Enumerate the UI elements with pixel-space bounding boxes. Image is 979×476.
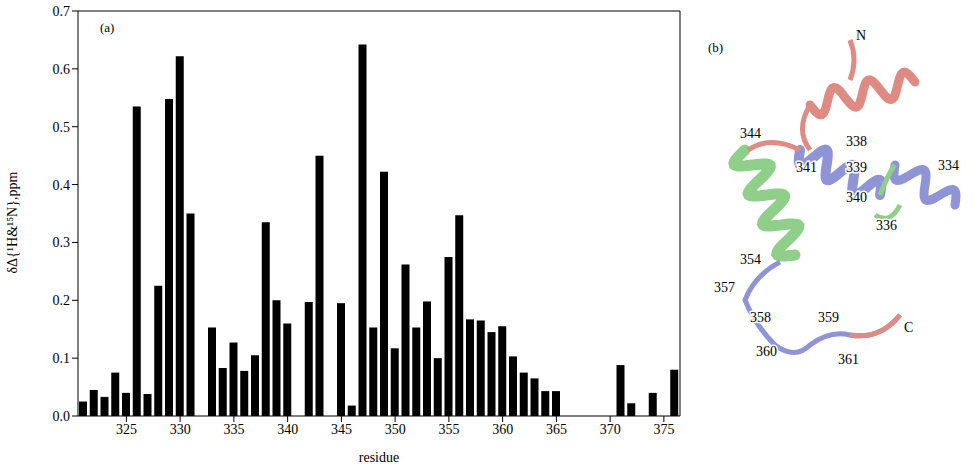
svg-text:365: 365 (546, 422, 567, 437)
svg-text:361: 361 (838, 352, 859, 367)
svg-text:0.5: 0.5 (53, 120, 71, 135)
svg-text:357: 357 (714, 280, 735, 295)
svg-text:0.1: 0.1 (53, 351, 71, 366)
html-text:(a): (a) (100, 20, 115, 35)
svg-text:358: 358 (750, 310, 771, 325)
svg-text:0.0: 0.0 (53, 409, 71, 424)
svg-text:N: N (856, 28, 866, 43)
svg-text:370: 370 (600, 422, 621, 437)
svg-text:330: 330 (170, 422, 191, 437)
svg-text:339: 339 (846, 160, 867, 175)
svg-text:residue: residue (359, 450, 399, 465)
svg-text:360: 360 (492, 422, 513, 437)
svg-text:354: 354 (740, 252, 761, 267)
svg-text:345: 345 (331, 422, 352, 437)
svg-text:338: 338 (846, 134, 867, 149)
svg-text:359: 359 (818, 310, 839, 325)
svg-text:δΔ{¹H&¹⁵N},ppm: δΔ{¹H&¹⁵N},ppm (5, 172, 20, 274)
svg-text:360: 360 (756, 344, 777, 359)
svg-text:336: 336 (876, 218, 897, 233)
svg-text:C: C (904, 320, 913, 335)
svg-text:334: 334 (938, 158, 959, 173)
svg-text:335: 335 (223, 422, 244, 437)
svg-text:341: 341 (796, 160, 817, 175)
svg-text:340: 340 (846, 190, 867, 205)
svg-text:340: 340 (277, 422, 298, 437)
svg-text:0.6: 0.6 (53, 62, 71, 77)
svg-text:(b): (b) (708, 40, 723, 55)
svg-text:375: 375 (653, 422, 674, 437)
svg-text:350: 350 (385, 422, 406, 437)
svg-text:0.3: 0.3 (53, 235, 71, 250)
svg-text:0.2: 0.2 (53, 293, 71, 308)
svg-text:344: 344 (740, 126, 761, 141)
svg-text:355: 355 (438, 422, 459, 437)
svg-text:0.7: 0.7 (53, 4, 71, 19)
svg-text:0.4: 0.4 (53, 178, 71, 193)
svg-text:325: 325 (116, 422, 137, 437)
